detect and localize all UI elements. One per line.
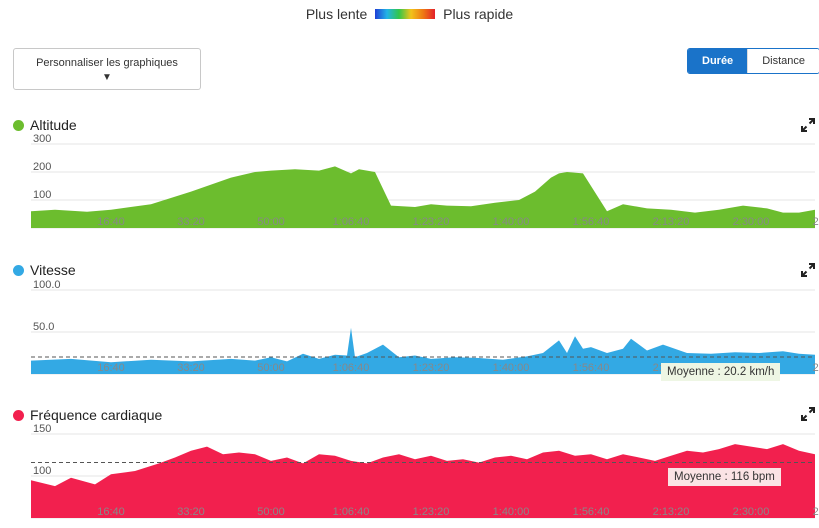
altitude-area-series — [31, 166, 815, 228]
pace-gradient-bar — [375, 9, 436, 20]
altitude-x-tick-label: 1:56:40 — [573, 216, 610, 228]
heart-rate-x-tick-label: 16:40 — [97, 506, 125, 518]
customize-charts-label: Personnaliser les graphiques — [36, 57, 178, 69]
altitude-panel-title: Altitude — [13, 117, 77, 133]
toggle-distance-button[interactable]: Distance — [747, 49, 819, 73]
speed-x-tick-label: 16:40 — [97, 362, 125, 374]
pace-legend-slow-label: Plus lente — [305, 6, 368, 22]
expand-icon[interactable] — [801, 263, 815, 277]
speed-x-tick-label: 1:06:40 — [333, 362, 370, 374]
speed-x-tick-label: 33:20 — [177, 362, 205, 374]
heart-rate-x-tick-label: 1:40:00 — [493, 506, 530, 518]
heart-rate-x-tick-label: 1:23:20 — [413, 506, 450, 518]
heart-rate-average-label: Moyenne : 116 bpm — [668, 468, 781, 486]
altitude-x-tick-label: 2:46:40 — [813, 216, 819, 228]
speed-average-label: Moyenne : 20.2 km/h — [661, 363, 781, 381]
altitude-x-tick-label: 16:40 — [97, 216, 125, 228]
altitude-y-tick-label: 100 — [33, 189, 51, 201]
altitude-x-tick-label: 33:20 — [177, 216, 205, 228]
heart-rate-chart: 1501005016:4033:2050:001:06:401:23:201:4… — [31, 423, 819, 519]
speed-y-tick-label: 100.0 — [33, 279, 61, 291]
heart-rate-x-tick-label: 2:13:20 — [653, 506, 690, 518]
heart-rate-panel-title: Fréquence cardiaque — [13, 407, 162, 423]
speed-panel-title: Vitesse — [13, 262, 76, 278]
speed-y-tick-label: 50.0 — [33, 321, 54, 333]
speed-x-tick-label: 1:40:00 — [493, 362, 530, 374]
altitude-y-tick-label: 300 — [33, 133, 51, 145]
speed-area-series — [31, 327, 815, 374]
altitude-dot-icon — [13, 120, 24, 131]
heart-rate-x-tick-label: 33:20 — [177, 506, 205, 518]
heart-rate-x-tick-label: 1:06:40 — [333, 506, 370, 518]
altitude-x-tick-label: 2:13:20 — [653, 216, 690, 228]
speed-x-tick-label: 2:46:40 — [813, 362, 819, 374]
heart-rate-dot-icon — [13, 410, 24, 421]
altitude-x-tick-label: 1:06:40 — [333, 216, 370, 228]
speed-title-text: Vitesse — [30, 262, 76, 278]
speed-x-tick-label: 1:23:20 — [413, 362, 450, 374]
expand-icon[interactable] — [801, 118, 815, 132]
customize-charts-button[interactable]: Personnaliser les graphiques ▼ — [13, 48, 201, 90]
heart-rate-y-tick-label: 100 — [33, 465, 51, 477]
axis-mode-toggle[interactable]: Durée Distance — [687, 48, 819, 74]
speed-dot-icon — [13, 265, 24, 276]
altitude-chart: 300200100016:4033:2050:001:06:401:23:201… — [31, 133, 819, 229]
altitude-x-tick-label: 1:23:20 — [413, 216, 450, 228]
heart-rate-x-tick-label: 2:30:00 — [733, 506, 770, 518]
altitude-x-tick-label: 2:30:00 — [733, 216, 770, 228]
heart-rate-x-tick-label: 50:00 — [257, 506, 285, 518]
expand-icon[interactable] — [801, 407, 815, 421]
heart-rate-title-text: Fréquence cardiaque — [30, 407, 163, 423]
speed-x-tick-label: 50:00 — [257, 362, 285, 374]
pace-legend-fast-label: Plus rapide — [443, 6, 514, 22]
altitude-y-tick-label: 200 — [33, 161, 51, 173]
toggle-duration-button[interactable]: Durée — [688, 49, 748, 73]
altitude-x-tick-label: 50:00 — [257, 216, 285, 228]
speed-x-tick-label: 1:56:40 — [573, 362, 610, 374]
chevron-down-icon: ▼ — [102, 72, 112, 83]
heart-rate-y-tick-label: 150 — [33, 423, 51, 435]
speed-chart: 100.050.00.016:4033:2050:001:06:401:23:2… — [31, 279, 819, 375]
heart-rate-x-tick-label: 2:46:40 — [813, 506, 819, 518]
heart-rate-x-tick-label: 1:56:40 — [573, 506, 610, 518]
altitude-title-text: Altitude — [30, 117, 77, 133]
altitude-x-tick-label: 1:40:00 — [493, 216, 530, 228]
pace-color-legend: Plus lente Plus rapide — [0, 6, 819, 22]
